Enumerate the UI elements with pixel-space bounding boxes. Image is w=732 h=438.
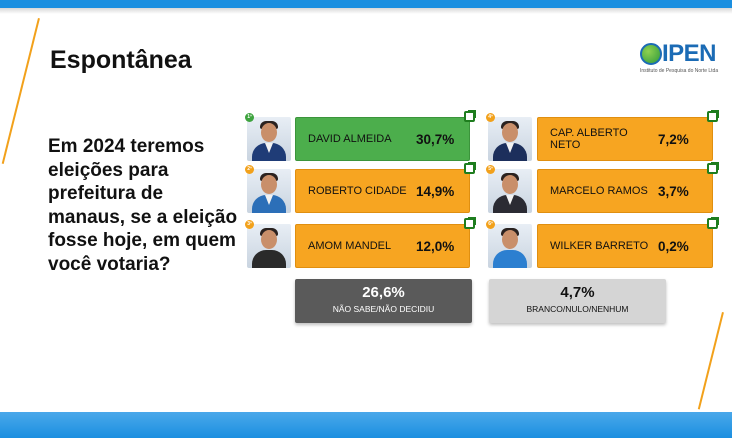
- candidate-photo-3: [247, 224, 291, 268]
- rank-badge-3: 3º: [245, 220, 254, 229]
- candidate-percent: 14,9%: [416, 183, 455, 199]
- candidate-percent: 0,2%: [658, 238, 689, 254]
- candidate-name: ROBERTO CIDADE: [308, 185, 407, 197]
- logo-text: IPEN: [662, 40, 717, 67]
- rank-badge-4: 4º: [486, 113, 495, 122]
- candidate-percent: 12,0%: [416, 238, 455, 254]
- rank-badge-5: 5º: [486, 165, 495, 174]
- candidate-photo-5: [488, 169, 532, 213]
- undecided-label: NÃO SABE/NÃO DECIDIU: [332, 304, 435, 314]
- blank-null-box: 4,7% BRANCO/NULO/NENHUM: [489, 279, 666, 323]
- globe-icon: [640, 43, 662, 65]
- slide-title: Espontânea: [50, 46, 192, 74]
- external-link-icon[interactable]: [464, 162, 476, 174]
- logo-subtitle: Instituto de Pesquisa do Norte Ltda: [640, 68, 719, 74]
- bottom-accent-bar: [0, 412, 732, 438]
- candidate-percent: 30,7%: [416, 131, 455, 147]
- candidate-photo-6: [488, 224, 532, 268]
- decorative-line-left: [1, 18, 40, 165]
- candidate-name: WILKER BARRETO: [550, 240, 649, 252]
- candidate-name: DAVID ALMEIDA: [308, 133, 392, 145]
- ipen-logo: IPEN Instituto de Pesquisa do Norte Ltda: [640, 40, 730, 78]
- blank-null-value: 4,7%: [560, 284, 595, 301]
- candidate-name: MARCELO RAMOS: [550, 185, 648, 197]
- decorative-line-right: [697, 312, 724, 410]
- candidate-percent: 7,2%: [658, 131, 689, 147]
- rank-badge-6: 6º: [486, 220, 495, 229]
- candidate-percent: 3,7%: [658, 183, 689, 199]
- rank-badge-2: 2º: [245, 165, 254, 174]
- undecided-value: 26,6%: [362, 284, 405, 301]
- external-link-icon[interactable]: [707, 162, 719, 174]
- undecided-box: 26,6% NÃO SABE/NÃO DECIDIU: [295, 279, 472, 323]
- candidate-photo-1: [247, 117, 291, 161]
- candidate-bar-3: AMOM MANDEL 12,0%: [295, 224, 470, 268]
- candidate-name: CAP. ALBERTO NETO: [550, 127, 628, 151]
- candidate-bar-6: WILKER BARRETO 0,2%: [537, 224, 713, 268]
- blank-null-label: BRANCO/NULO/NENHUM: [526, 304, 629, 314]
- candidate-photo-4: [488, 117, 532, 161]
- survey-question: Em 2024 teremos eleições para prefeitura…: [48, 136, 238, 275]
- top-accent-bar: [0, 0, 732, 8]
- candidate-bar-4: CAP. ALBERTO NETO 7,2%: [537, 117, 713, 161]
- external-link-icon[interactable]: [707, 217, 719, 229]
- external-link-icon[interactable]: [464, 217, 476, 229]
- rank-badge-1: 1º: [245, 113, 254, 122]
- external-link-icon[interactable]: [707, 110, 719, 122]
- candidate-name: AMOM MANDEL: [308, 240, 392, 252]
- candidate-bar-1: DAVID ALMEIDA 30,7%: [295, 117, 470, 161]
- top-bar-shadow: [0, 8, 732, 14]
- candidate-bar-5: MARCELO RAMOS 3,7%: [537, 169, 713, 213]
- external-link-icon[interactable]: [464, 110, 476, 122]
- candidate-photo-2: [247, 169, 291, 213]
- candidate-bar-2: ROBERTO CIDADE 14,9%: [295, 169, 470, 213]
